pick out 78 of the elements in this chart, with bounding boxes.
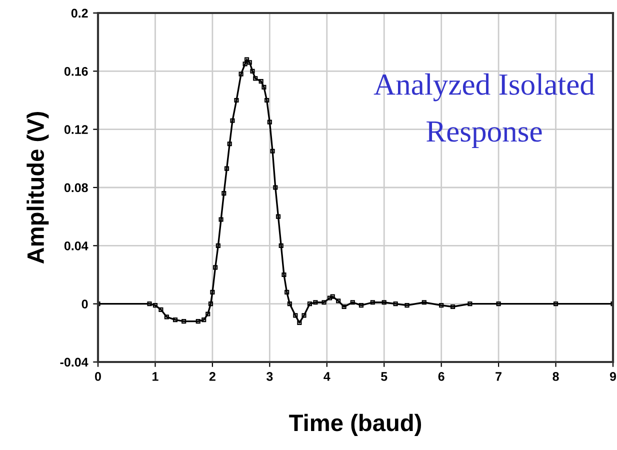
point — [210, 290, 215, 294]
point — [253, 76, 258, 81]
y-tick-label: 0.08 — [64, 183, 88, 192]
point — [302, 313, 306, 318]
point — [276, 214, 281, 219]
x-tick-label: 2 — [209, 372, 216, 381]
point — [330, 294, 335, 299]
point — [164, 314, 169, 320]
point — [327, 296, 332, 300]
point — [196, 318, 200, 324]
y-tick-label: -0.04 — [60, 358, 88, 367]
point — [202, 318, 206, 322]
point — [282, 272, 286, 278]
point — [262, 84, 266, 90]
point — [284, 290, 290, 294]
x-tick-label: 4 — [324, 372, 330, 381]
x-tick-label: 5 — [381, 372, 388, 381]
point — [273, 185, 278, 190]
point — [336, 298, 341, 304]
point — [218, 217, 224, 222]
point — [222, 191, 226, 196]
point — [422, 300, 426, 305]
x-tick-label: 8 — [552, 372, 559, 381]
point — [250, 68, 255, 74]
point — [350, 300, 355, 305]
point — [439, 302, 444, 308]
y-tick-label: 0 — [82, 300, 88, 308]
point — [242, 62, 248, 66]
point — [152, 302, 158, 308]
y-tick-label: 0.12 — [64, 125, 88, 134]
point — [230, 118, 235, 123]
point — [382, 300, 386, 305]
y-axis-title: Amplitude (V) — [26, 112, 49, 264]
point — [278, 243, 284, 248]
point — [206, 312, 210, 316]
point — [287, 302, 292, 306]
point — [267, 120, 272, 124]
point — [244, 57, 250, 62]
x-axis-title: Time (baud) — [289, 414, 422, 436]
point — [227, 142, 232, 146]
point — [247, 60, 252, 65]
point — [172, 318, 178, 322]
point — [342, 304, 346, 310]
point — [553, 302, 558, 306]
y-tick-label: 0.2 — [71, 8, 88, 18]
annotation: Analyzed Isolated Response — [374, 73, 595, 148]
x-tick-label: 6 — [438, 372, 444, 381]
point — [224, 166, 230, 171]
x-tick-label: 9 — [610, 372, 616, 381]
point — [322, 300, 326, 305]
x-tick-label: 3 — [266, 372, 273, 381]
x-tick-label: 0 — [95, 372, 101, 381]
point — [234, 98, 239, 103]
point — [297, 320, 302, 326]
point — [182, 318, 186, 324]
y-tick-label: 0.16 — [64, 66, 88, 76]
point — [450, 304, 456, 310]
point — [313, 300, 318, 305]
y-tick-label: 0.04 — [64, 241, 88, 250]
point — [270, 148, 275, 154]
point — [293, 313, 298, 318]
point — [213, 265, 218, 270]
point — [208, 302, 214, 306]
point — [496, 302, 501, 306]
point — [393, 302, 398, 306]
point — [370, 300, 375, 305]
point — [264, 98, 270, 103]
point — [216, 243, 220, 248]
point — [468, 302, 472, 306]
x-tick-label: 7 — [496, 372, 502, 381]
point — [404, 302, 410, 308]
point — [147, 302, 152, 306]
point — [358, 302, 364, 308]
x-tick-label: 1 — [152, 372, 158, 381]
point — [307, 302, 312, 306]
point — [258, 79, 264, 84]
point — [238, 72, 244, 76]
point — [158, 307, 164, 312]
